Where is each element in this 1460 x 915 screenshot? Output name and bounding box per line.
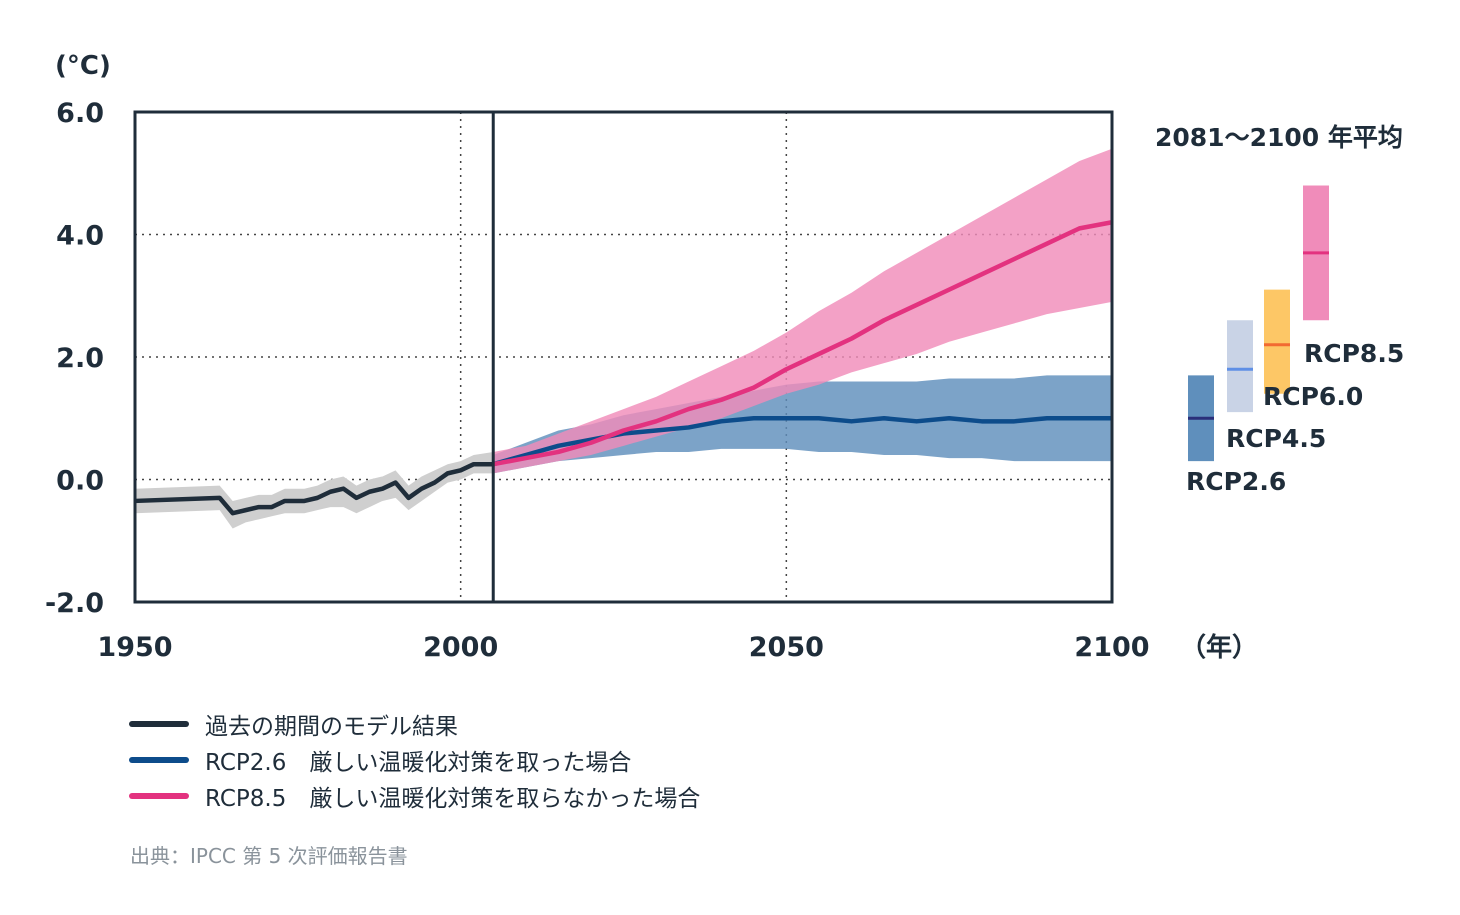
y-tick-label: 0.0 (56, 466, 104, 497)
series-lines (134, 220, 1113, 516)
y-axis-unit: (°C) (55, 51, 111, 81)
x-tick-label: 2050 (749, 632, 824, 663)
period-label-rcp8.5: RCP8.5 (1304, 339, 1404, 368)
x-tick-label: 2000 (423, 632, 498, 663)
y-tick-label: 6.0 (56, 98, 104, 129)
period-average-panel: 2081〜2100 年平均 RCP2.6 RCP4.5 RCP6.0 RCP8.5 (1155, 123, 1404, 496)
period-bar-rcp4.5 (1227, 320, 1253, 413)
legend-label-0: 過去の期間のモデル結果 (205, 714, 458, 740)
series-line-0 (134, 461, 494, 516)
axis-ticks: 1950 2000 2050 2100 6.0 4.0 2.0 0.0 -2.0 (45, 98, 1150, 663)
plot-border (133, 110, 1114, 604)
legend-label-2: RCP8.5 厳しい温暖化対策を取らなかった場合 (205, 786, 700, 812)
period-bar-rcp6.0 (1264, 289, 1290, 394)
legend-label-1: RCP2.6 厳しい温暖化対策を取った場合 (205, 750, 631, 776)
legend: 過去の期間のモデル結果 RCP2.6 厳しい温暖化対策を取った場合 RCP8.5 厳… (129, 714, 700, 812)
plot-frame (133, 110, 1114, 604)
uncertainty-bands (135, 148, 1112, 529)
band-2 (493, 148, 1112, 474)
period-label-rcp2.6: RCP2.6 (1186, 467, 1286, 496)
y-tick-label: -2.0 (45, 588, 104, 619)
series-line-2 (492, 220, 1113, 467)
x-tick-label: 2100 (1074, 632, 1149, 663)
period-label-rcp6.0: RCP6.0 (1263, 382, 1363, 411)
source-note: 出典：IPCC 第 5 次評価報告書 (130, 844, 408, 868)
band-0 (135, 451, 494, 529)
period-label-rcp4.5: RCP4.5 (1226, 424, 1326, 453)
period-average-title: 2081〜2100 年平均 (1155, 123, 1403, 152)
y-tick-label: 4.0 (56, 221, 104, 252)
grid-lines (135, 112, 1112, 602)
x-tick-label: 1950 (97, 632, 172, 663)
x-axis-unit: （年） (1180, 632, 1258, 663)
y-tick-label: 2.0 (56, 343, 104, 374)
band-1 (493, 375, 1112, 474)
